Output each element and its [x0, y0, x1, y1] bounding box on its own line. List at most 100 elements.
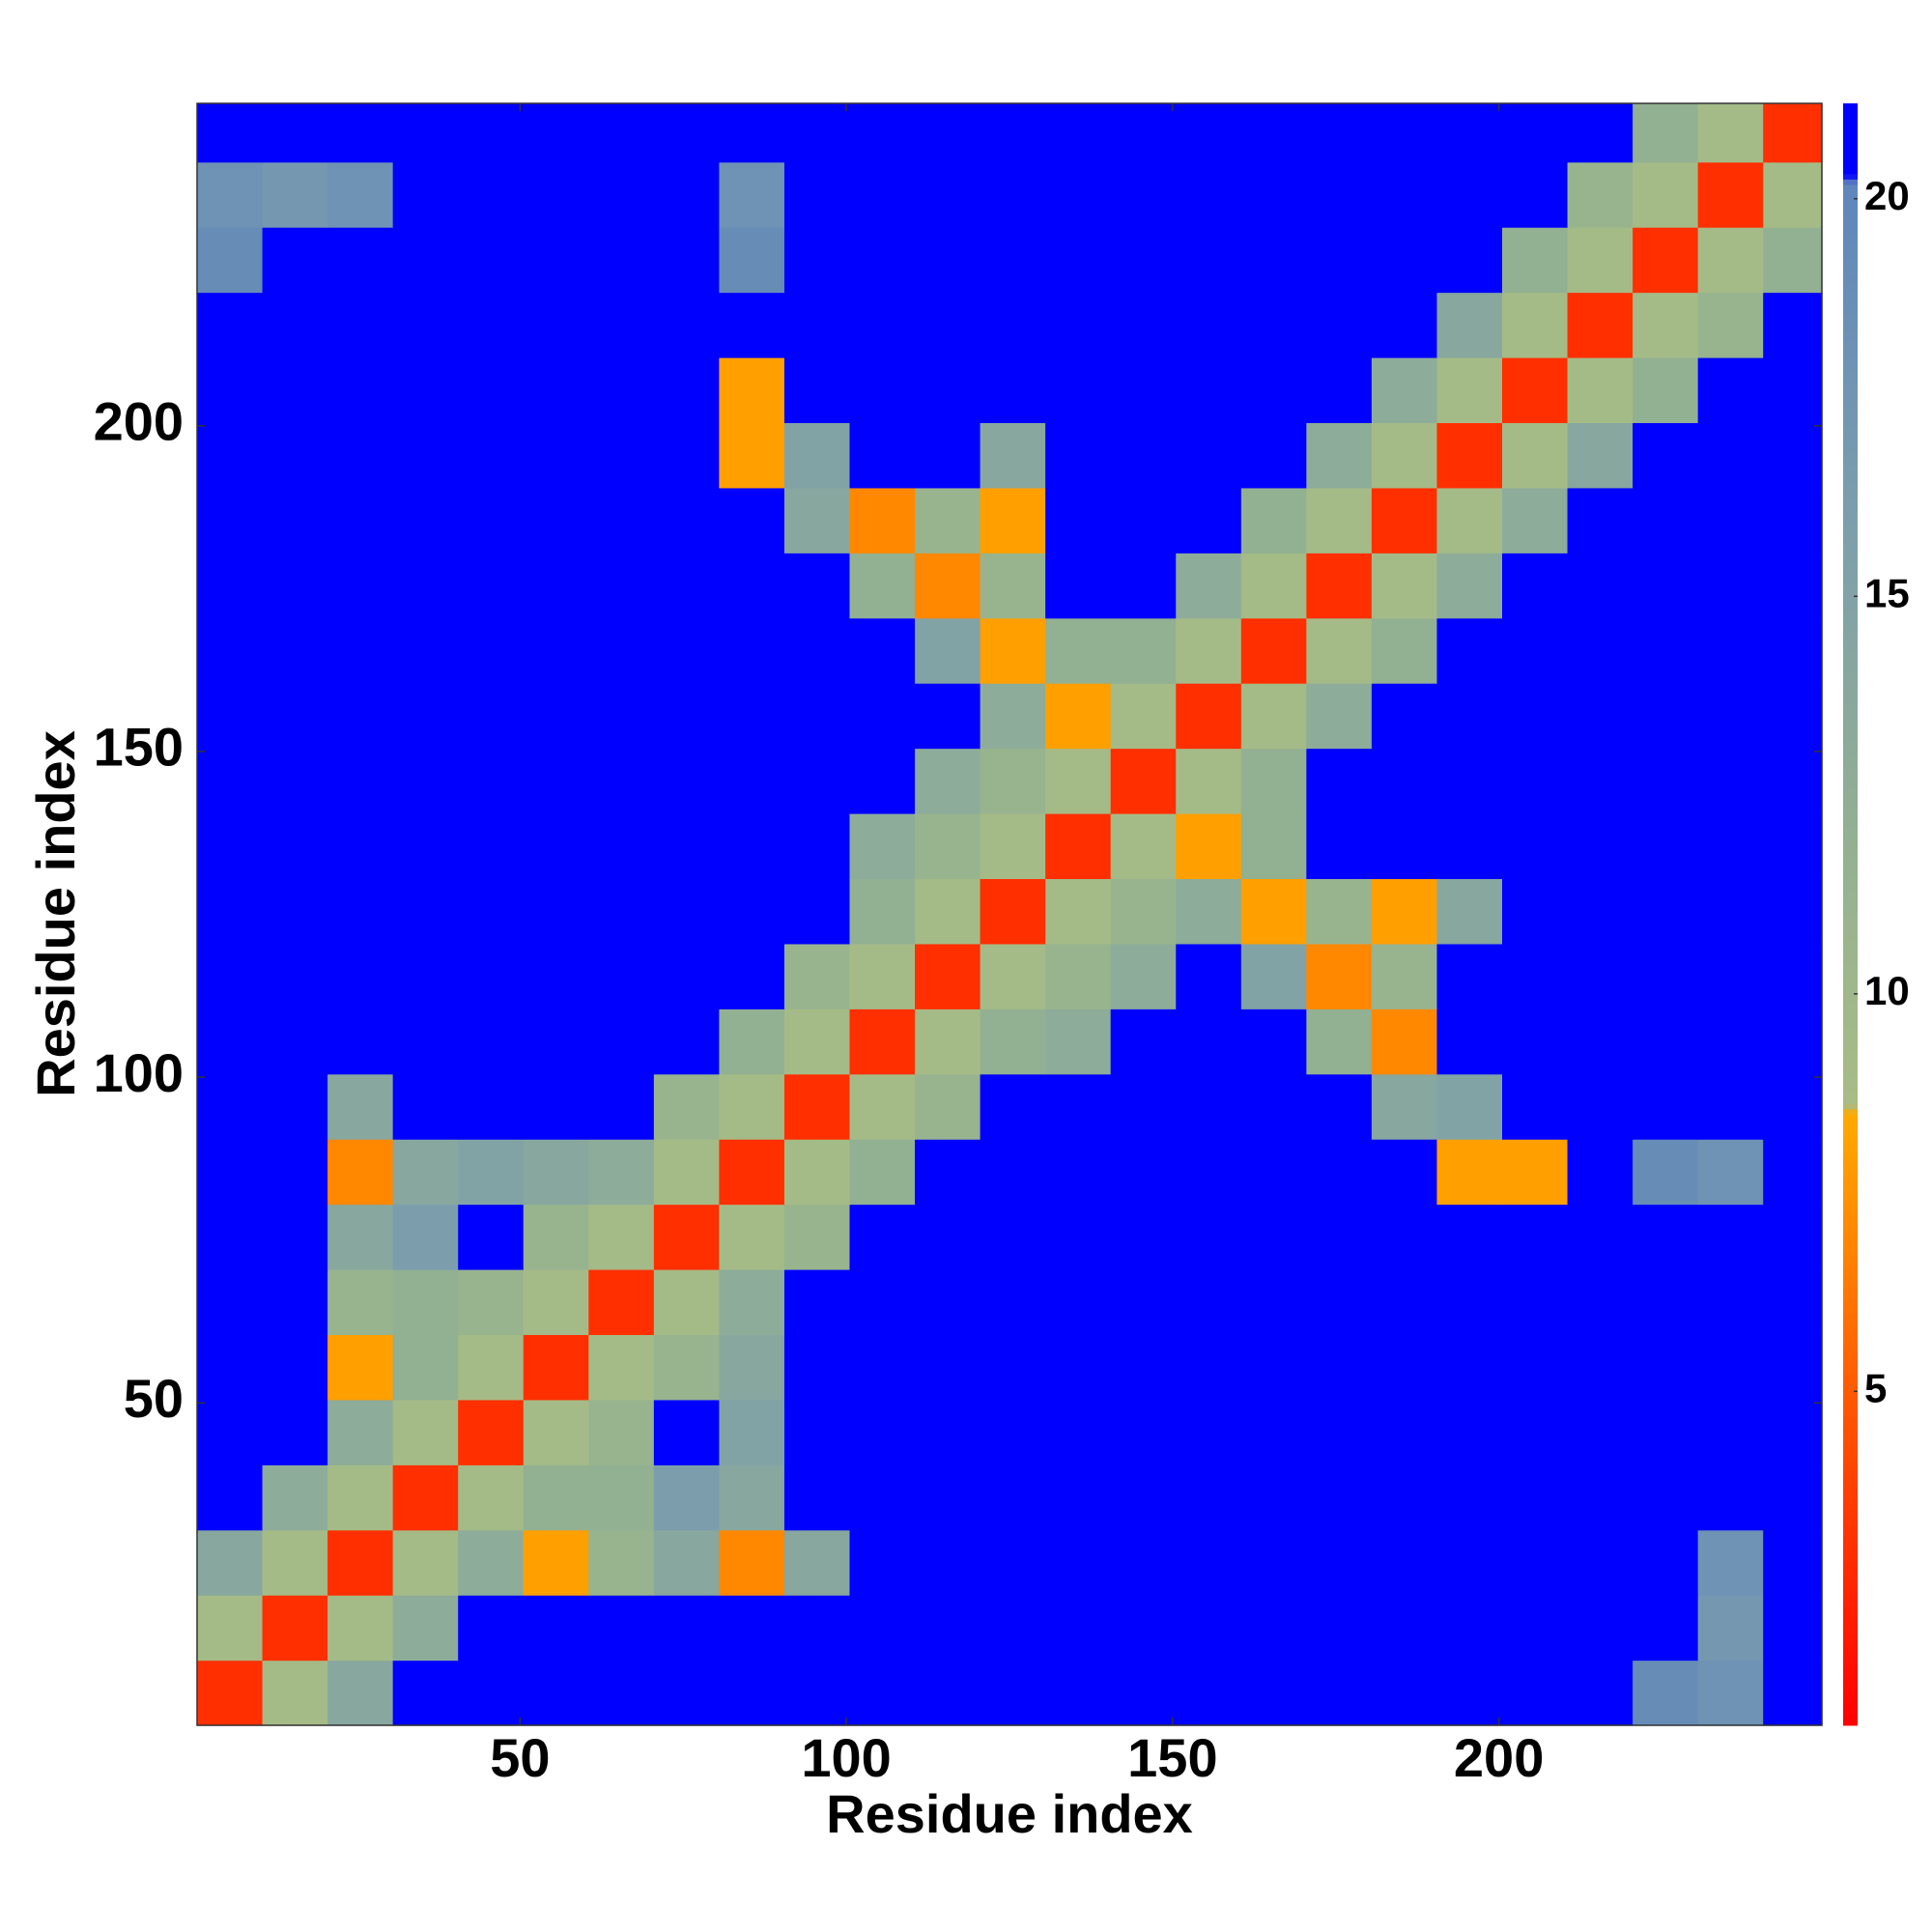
- colorbar-segment: [1843, 1151, 1858, 1158]
- colorbar-segment: [1843, 449, 1858, 456]
- heatmap-cell: [1567, 1268, 1634, 1336]
- colorbar-segment: [1843, 735, 1858, 742]
- heatmap-cell: [1436, 878, 1503, 945]
- colorbar-segment: [1843, 693, 1858, 699]
- heatmap-cell: [1633, 1073, 1699, 1140]
- colorbar-segment: [1843, 860, 1858, 867]
- colorbar-segment: [1843, 595, 1858, 602]
- heatmap-cell: [980, 812, 1046, 880]
- colorbar-segment: [1843, 930, 1858, 937]
- colorbar-segment: [1843, 1033, 1858, 1039]
- colorbar-tick-label: 10: [1864, 968, 1910, 1013]
- heatmap-cell: [458, 1399, 525, 1465]
- heatmap-cell: [1240, 553, 1307, 619]
- heatmap-cell: [1110, 683, 1177, 750]
- colorbar-segment: [1843, 1103, 1858, 1110]
- heatmap-cell: [1240, 1268, 1307, 1336]
- heatmap-cell: [1633, 227, 1699, 294]
- colorbar-segment: [1843, 260, 1858, 267]
- heatmap-cell: [1567, 683, 1634, 750]
- colorbar-segment: [1843, 600, 1858, 607]
- heatmap-cell: [1110, 422, 1177, 489]
- heatmap-cell: [1763, 1009, 1823, 1075]
- heatmap-cell: [915, 878, 981, 945]
- heatmap-cell: [719, 1204, 785, 1270]
- heatmap-cell: [1633, 1204, 1699, 1270]
- heatmap-cell: [1176, 1073, 1242, 1140]
- colorbar-segment: [1843, 843, 1858, 850]
- colorbar-segment: [1843, 747, 1858, 753]
- colorbar-segment: [1843, 1655, 1858, 1662]
- heatmap-cell: [783, 812, 851, 880]
- heatmap-cell: [1240, 943, 1307, 1009]
- colorbar-segment: [1843, 974, 1858, 980]
- heatmap-cell: [915, 487, 981, 554]
- heatmap-cell: [1240, 683, 1307, 750]
- heatmap-cell: [915, 812, 981, 880]
- colorbar-segment: [1843, 1216, 1858, 1224]
- heatmap-cell: [1567, 161, 1634, 228]
- heatmap-cell: [1045, 878, 1112, 945]
- colorbar-segment: [1843, 287, 1858, 294]
- heatmap-cell: [523, 683, 589, 750]
- heatmap-cell: [197, 1139, 264, 1206]
- heatmap-cell: [1240, 1464, 1307, 1531]
- heatmap-cell: [1110, 487, 1177, 554]
- heatmap-cell: [719, 1334, 785, 1401]
- heatmap-cell: [1045, 943, 1112, 1009]
- colorbar-segment: [1843, 1309, 1858, 1316]
- heatmap-cell: [1110, 1139, 1177, 1206]
- colorbar-segment: [1843, 335, 1858, 342]
- heatmap-cell: [1763, 1204, 1823, 1270]
- colorbar-segment: [1843, 720, 1858, 726]
- heatmap-cell: [262, 103, 328, 163]
- heatmap-cell: [915, 683, 981, 750]
- heatmap-cell: [915, 1595, 981, 1662]
- heatmap-cell: [1502, 553, 1569, 619]
- colorbar-segment: [1843, 1081, 1858, 1089]
- colorbar-segment: [1843, 676, 1858, 683]
- x-tick-label: 50: [490, 1727, 550, 1788]
- heatmap-cell: [1371, 683, 1438, 750]
- colorbar-segment: [1843, 1330, 1858, 1337]
- colorbar-segment: [1843, 876, 1858, 883]
- colorbar-segment: [1843, 1719, 1858, 1726]
- colorbar-segment: [1843, 222, 1858, 229]
- heatmap-cell: [980, 1595, 1046, 1662]
- heatmap-cell: [1763, 617, 1823, 684]
- heatmap-cell: [915, 1529, 981, 1596]
- heatmap-cell: [458, 943, 525, 1009]
- heatmap-cell: [1176, 748, 1242, 814]
- heatmap-cell: [849, 1268, 916, 1336]
- heatmap-cell: [588, 1529, 655, 1596]
- colorbar-segment: [1843, 752, 1858, 758]
- heatmap-cell: [1045, 1268, 1112, 1336]
- colorbar-segment: [1843, 914, 1858, 921]
- heatmap-cell: [915, 748, 981, 814]
- heatmap-cell: [523, 161, 589, 228]
- heatmap-cell: [392, 1399, 459, 1465]
- colorbar-segment: [1843, 249, 1858, 256]
- colorbar-segment: [1843, 1633, 1858, 1639]
- colorbar-segment: [1843, 1282, 1858, 1289]
- heatmap-cell: [523, 553, 589, 619]
- heatmap-cell: [1502, 617, 1569, 684]
- heatmap-cell: [523, 1529, 589, 1596]
- heatmap-cell: [327, 161, 394, 228]
- heatmap-cell: [1176, 1529, 1242, 1596]
- colorbar-segment: [1843, 487, 1858, 494]
- heatmap-cell: [849, 812, 916, 880]
- heatmap-cell: [197, 227, 264, 294]
- colorbar-segment: [1843, 649, 1858, 656]
- heatmap-cell: [783, 1464, 851, 1531]
- heatmap-cell: [719, 1073, 785, 1140]
- heatmap-cell: [1240, 1204, 1307, 1270]
- colorbar-segment: [1843, 1411, 1858, 1418]
- heatmap-cell: [1110, 1073, 1177, 1140]
- heatmap-cell: [1176, 292, 1242, 358]
- colorbar-segment: [1843, 1265, 1858, 1272]
- heatmap-cell: [849, 161, 916, 228]
- heatmap-cell: [197, 748, 264, 814]
- heatmap-cell: [1176, 103, 1242, 163]
- heatmap-cell: [1436, 1268, 1503, 1336]
